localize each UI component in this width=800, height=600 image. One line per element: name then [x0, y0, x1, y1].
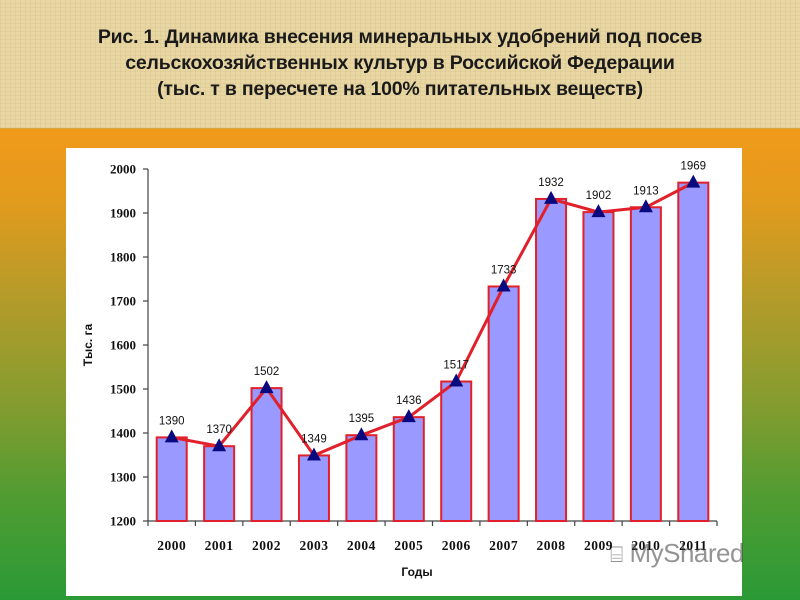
bar-2002: [250, 387, 283, 522]
triangle-marker-icon: [544, 190, 559, 204]
triangle-marker-icon: [354, 427, 369, 441]
bar-2010: [629, 206, 662, 522]
data-label: 1502: [254, 366, 280, 378]
y-tick-label: 1200: [110, 514, 136, 529]
triangle-marker-icon: [449, 373, 464, 387]
triangle-marker-icon: [259, 380, 274, 394]
data-label: 1517: [443, 360, 469, 372]
x-tick-label: 2004: [347, 538, 376, 553]
bar-2006: [440, 380, 473, 522]
data-label: 1902: [586, 190, 612, 202]
y-tick-label: 1300: [110, 470, 136, 485]
trend-line: [171, 181, 694, 457]
triangle-marker-icon: [638, 199, 653, 213]
bar-2001: [203, 445, 236, 523]
triangle-marker-icon: [212, 438, 227, 452]
x-tick-label: 2007: [489, 538, 518, 553]
data-label: 1390: [159, 415, 185, 427]
header-banner: Рис. 1. Динамика внесения минеральных уд…: [0, 0, 800, 129]
bar-2008: [535, 197, 568, 522]
triangle-marker-icon: [496, 278, 511, 292]
y-tick-label: 2000: [110, 162, 136, 177]
x-tick-label: 2005: [394, 538, 423, 553]
triangle-marker-icon: [591, 204, 606, 218]
x-tick-label: 2010: [631, 538, 660, 553]
triangle-marker-icon: [686, 174, 701, 188]
x-tick-label: 2011: [679, 538, 707, 553]
data-label: 1969: [680, 161, 706, 173]
bar-2005: [392, 416, 425, 522]
watermark: ⌸ MyShared: [610, 538, 744, 569]
x-tick-label: 2001: [205, 538, 234, 553]
data-label: 1370: [206, 424, 232, 436]
bar-line-chart: 1200 1300 1400 1500 1600 1700 1800 1900 2000 1390…: [81, 161, 718, 579]
bar-2007: [487, 285, 520, 522]
data-label: 1733: [491, 264, 517, 276]
x-tick-label: 2000: [157, 538, 186, 553]
x-tick-label: 2009: [584, 538, 613, 553]
bar-2004: [345, 434, 378, 523]
watermark-text: MyShared: [629, 538, 744, 568]
data-label: 1932: [538, 177, 564, 189]
chart-title: Рис. 1. Динамика внесения минеральных уд…: [0, 24, 800, 102]
y-axis-title: Тыс. га: [81, 323, 95, 366]
chart-panel: 1200 1300 1400 1500 1600 1700 1800 1900 2000 1390…: [66, 148, 742, 596]
y-tick-label: 1400: [110, 426, 136, 441]
bar-2011: [677, 181, 710, 522]
y-tick-label: 1700: [110, 294, 136, 309]
title-line-1: Рис. 1. Динамика внесения минеральных уд…: [97, 26, 703, 48]
x-tick-label: 2003: [299, 538, 328, 553]
title-line-3: (тыс. т в пересчете на 100% питательных …: [157, 78, 643, 100]
bar-2003: [297, 454, 330, 522]
data-label: 1913: [633, 185, 659, 197]
data-label: 1349: [301, 433, 327, 445]
y-tick-label: 1900: [110, 206, 136, 221]
x-tick-label: 2002: [252, 538, 281, 553]
data-label: 1395: [349, 413, 375, 425]
triangle-marker-icon: [401, 409, 416, 423]
y-tick-label: 1600: [110, 338, 136, 353]
data-label: 1436: [396, 395, 422, 407]
x-tick-label: 2008: [537, 538, 566, 553]
bar-2009: [582, 211, 615, 523]
presentation-board-icon: ⌸: [610, 542, 623, 567]
bar-2000: [155, 436, 188, 522]
x-axis-title: Годы: [401, 565, 432, 579]
x-tick-label: 2006: [442, 538, 471, 553]
triangle-marker-icon: [306, 447, 321, 461]
y-tick-label: 1500: [110, 382, 136, 397]
y-tick-label: 1800: [110, 250, 136, 265]
title-line-2: сельскохозяйственных культур в Российско…: [125, 52, 675, 74]
triangle-marker-icon: [164, 429, 179, 443]
